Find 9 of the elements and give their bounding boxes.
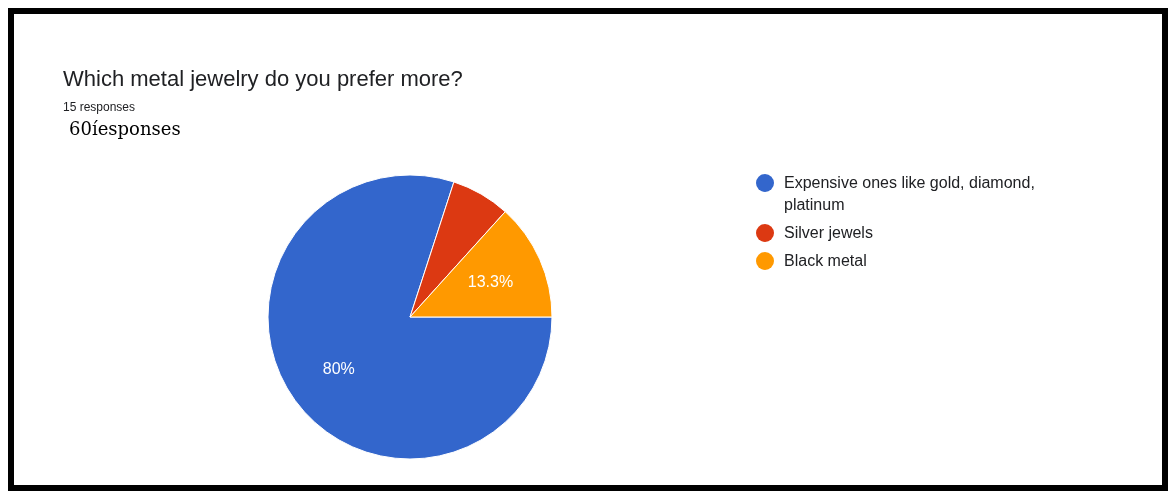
data-label: 13.3% xyxy=(467,272,514,290)
text: 15 responses xyxy=(63,100,136,114)
data-label: 80% xyxy=(322,360,355,378)
legend-label: Silver jewels xyxy=(784,223,873,243)
legend-label: Expensive ones like gold, diamond, platinum xyxy=(784,173,1036,215)
legend-label: Black metal xyxy=(784,251,867,271)
text: 60íesponses xyxy=(69,118,181,139)
pie-slice xyxy=(267,174,553,460)
chart-title: Which metal jewelry do you prefer more? xyxy=(63,66,463,92)
